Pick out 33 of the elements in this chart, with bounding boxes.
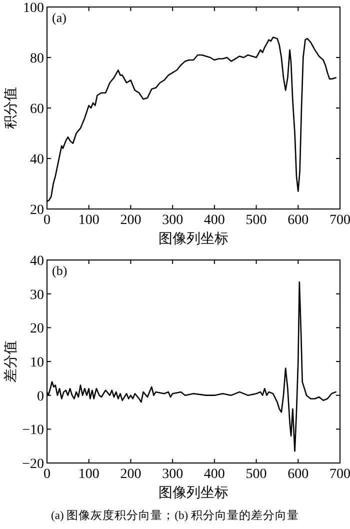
x-tick-label: 500 xyxy=(246,213,267,228)
annotation: (a) xyxy=(52,10,66,25)
text: (a) 图像灰度积分向量；(b) 积分向量的差分向量 xyxy=(51,508,299,522)
y-tick-label: 20 xyxy=(30,203,44,218)
x-tick-label: 100 xyxy=(78,213,100,228)
x-axis-title: 图像列坐标 xyxy=(158,231,228,247)
x-tick-label: 700 xyxy=(330,467,350,482)
y-tick-label: 40 xyxy=(30,152,44,168)
y-axis-title: 积分值 xyxy=(3,87,19,129)
x-tick-label: 400 xyxy=(204,213,225,228)
y-tick-label: 60 xyxy=(30,102,44,117)
x-tick-label: 300 xyxy=(162,467,184,482)
x-tick-label: 100 xyxy=(78,467,100,482)
x-tick-label: 600 xyxy=(288,467,309,482)
y-tick-label: −10 xyxy=(22,423,44,438)
x-tick-label: 700 xyxy=(330,213,350,228)
y-tick-label: 10 xyxy=(30,356,44,370)
y-tick-label: 40 xyxy=(30,254,44,269)
y-tick-label: 0 xyxy=(37,389,44,404)
annotation: (b) xyxy=(52,263,68,278)
x-tick-label: 200 xyxy=(120,467,142,482)
x-tick-label: 400 xyxy=(204,467,225,482)
x-tick-label: 300 xyxy=(162,213,184,228)
x-tick-label: 600 xyxy=(288,213,309,228)
y-tick-label: 30 xyxy=(30,288,44,303)
x-axis-title: 图像列坐标 xyxy=(158,485,228,501)
x-tick-label: 500 xyxy=(246,467,267,482)
x-tick-label: 200 xyxy=(120,213,142,228)
y-tick-label: 20 xyxy=(30,322,44,337)
y-tick-label: −20 xyxy=(22,457,44,472)
y-tick-label: 80 xyxy=(30,52,44,66)
y-axis-title: 差分值 xyxy=(3,340,19,382)
y-tick-label: 100 xyxy=(23,1,44,16)
